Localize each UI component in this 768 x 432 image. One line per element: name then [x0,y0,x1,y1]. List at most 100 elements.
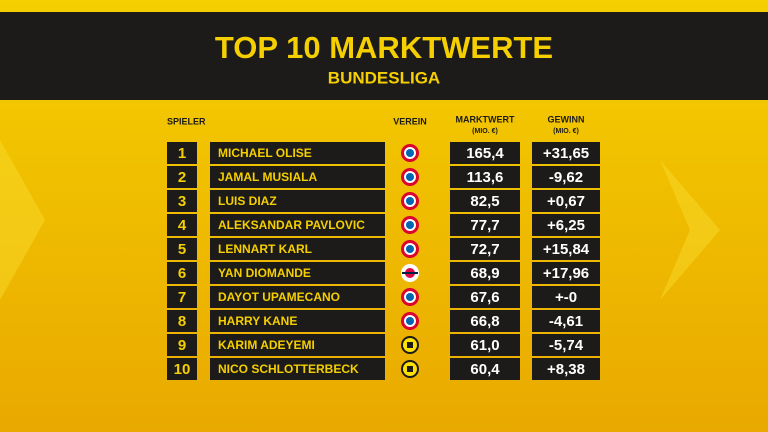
gain: +6,25 [547,217,585,234]
logo-bayern [401,144,419,162]
rank: 5 [178,241,186,258]
rank: 9 [178,337,186,354]
logo-leipzig [401,264,419,282]
gain: +17,96 [543,265,589,282]
market-value: 68,9 [470,265,499,282]
gain-cell [532,214,600,236]
player-name-cell [210,142,385,164]
market-value-cell [450,286,520,308]
gain-cell [532,358,600,380]
market-value-cell [450,190,520,212]
rank: 1 [178,145,186,162]
header-player: SPIELER [167,116,206,126]
player-name: LUIS DIAZ [218,194,277,208]
player-name-cell [210,166,385,188]
gain: +0,67 [547,193,585,210]
header-value-unit: (MIO. €) [472,128,498,135]
club-logos [401,144,419,378]
gain: +31,65 [543,145,589,162]
gain: +15,84 [543,241,590,258]
market-value: 165,4 [466,145,504,162]
gain: -9,62 [549,169,583,186]
player-name: YAN DIOMANDE [218,266,311,280]
player-name-cell [210,262,385,284]
rank: 6 [178,265,186,282]
logo-bayern [401,192,419,210]
market-value: 60,4 [470,361,500,378]
rank: 2 [178,169,186,186]
gain: +8,38 [547,361,585,378]
player-name: ALEKSANDAR PAVLOVIC [218,218,365,232]
market-value-cell [450,310,520,332]
player-name: MICHAEL OLISE [218,146,312,160]
market-value-cell [450,238,520,260]
market-value-cell [450,214,520,236]
rank-cell [167,166,197,188]
gain-cell [532,166,600,188]
market-value: 66,8 [470,313,499,330]
logo-bayern [401,168,419,186]
rank: 3 [178,193,186,210]
rank: 7 [178,289,186,306]
header-band [0,12,768,100]
player-name: JAMAL MUSIALA [218,170,317,184]
gain: +-0 [555,289,577,306]
chevron [0,140,45,300]
player-name: LENNART KARL [218,242,312,256]
gain-cell [532,262,600,284]
player-name-cell [210,214,385,236]
rank-cell [167,334,197,356]
rank-cell [167,286,197,308]
player-name-cell [210,358,385,380]
market-value-cell [450,334,520,356]
player-name-cell [210,310,385,332]
logo-dortmund [401,360,419,378]
gain-cell [532,310,600,332]
subtitle: BUNDESLIGA [328,68,440,87]
rank: 10 [174,361,191,378]
rank-cell [167,358,197,380]
player-name-cell [210,238,385,260]
player-name-cell [210,286,385,308]
logo-bayern [401,288,419,306]
chevron [660,160,720,300]
player-name: HARRY KANE [218,314,297,328]
header-club: VEREIN [393,116,427,126]
market-value-cell [450,166,520,188]
player-name-cell [210,334,385,356]
title: TOP 10 MARKTWERTE [215,30,553,65]
header-value: MARKTWERT [456,114,515,124]
player-name-cell [210,190,385,212]
rank: 4 [178,217,187,234]
rank-cell [167,238,197,260]
gain-cell [532,286,600,308]
market-value-cell [450,262,520,284]
gain-cell [532,142,600,164]
market-value: 67,6 [470,289,499,306]
rank-cell [167,262,197,284]
gain-cell [532,190,600,212]
player-name: KARIM ADEYEMI [218,338,315,352]
market-value: 77,7 [470,217,499,234]
gain-cell [532,334,600,356]
rank-cell [167,214,197,236]
player-name: NICO SCHLOTTERBECK [218,362,359,376]
market-value: 72,7 [470,241,499,258]
market-value: 82,5 [470,193,499,210]
gain: -4,61 [549,313,583,330]
logo-bayern [401,240,419,258]
header-gain-unit: (MIO. €) [553,128,579,135]
logo-bayern [401,216,419,234]
rank-cell [167,142,197,164]
gain-cell [532,238,600,260]
header-gain: GEWINN [548,114,585,124]
market-value: 113,6 [467,169,504,186]
market-value: 61,0 [470,337,499,354]
market-value-cell [450,358,520,380]
market-value-cell [450,142,520,164]
player-name: DAYOT UPAMECANO [218,290,340,304]
rank: 8 [178,313,186,330]
logo-bayern [401,312,419,330]
logo-dortmund [401,336,419,354]
